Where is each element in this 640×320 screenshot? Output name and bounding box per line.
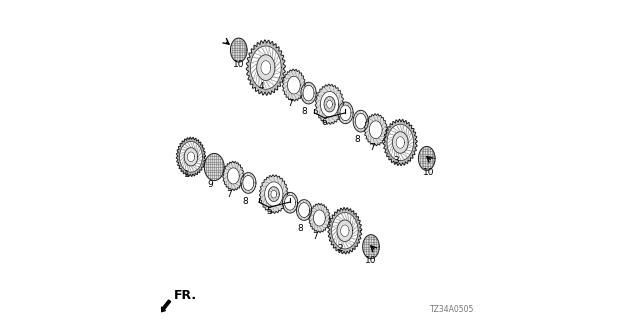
Polygon shape — [282, 69, 305, 101]
Polygon shape — [179, 141, 202, 172]
Polygon shape — [369, 121, 382, 139]
Polygon shape — [257, 55, 275, 80]
Polygon shape — [326, 100, 332, 108]
Polygon shape — [299, 203, 310, 218]
Text: 10: 10 — [365, 257, 377, 266]
Text: 4: 4 — [259, 82, 264, 91]
Polygon shape — [265, 182, 283, 206]
Text: 6: 6 — [321, 118, 327, 127]
Polygon shape — [301, 82, 316, 104]
Polygon shape — [353, 110, 369, 132]
Polygon shape — [328, 208, 362, 254]
Polygon shape — [261, 61, 271, 75]
Text: 10: 10 — [422, 168, 434, 177]
Text: 9: 9 — [207, 180, 213, 189]
Polygon shape — [419, 147, 435, 170]
Polygon shape — [268, 187, 279, 202]
Polygon shape — [285, 195, 296, 210]
Polygon shape — [230, 38, 247, 62]
Polygon shape — [396, 137, 404, 148]
Polygon shape — [287, 76, 300, 94]
Text: TZ34A0505: TZ34A0505 — [430, 305, 474, 314]
Polygon shape — [316, 84, 344, 124]
Text: 7: 7 — [369, 143, 375, 152]
Polygon shape — [308, 204, 330, 233]
Polygon shape — [184, 148, 198, 166]
Polygon shape — [387, 124, 413, 161]
Text: FR.: FR. — [173, 289, 196, 301]
Text: 7: 7 — [227, 189, 232, 199]
Polygon shape — [296, 200, 312, 220]
Polygon shape — [337, 220, 353, 242]
Text: 8: 8 — [298, 224, 303, 233]
Polygon shape — [246, 40, 285, 95]
Polygon shape — [340, 225, 349, 236]
Polygon shape — [332, 212, 358, 249]
Polygon shape — [250, 46, 281, 89]
Polygon shape — [314, 210, 325, 226]
Polygon shape — [188, 152, 195, 162]
Polygon shape — [227, 168, 239, 184]
Polygon shape — [241, 172, 256, 193]
Polygon shape — [364, 114, 387, 146]
Polygon shape — [338, 102, 353, 124]
Polygon shape — [271, 190, 276, 198]
Polygon shape — [243, 175, 254, 190]
Text: 7: 7 — [287, 99, 293, 108]
Polygon shape — [177, 137, 205, 176]
Text: 8: 8 — [302, 107, 308, 116]
Text: 8: 8 — [354, 135, 360, 144]
Polygon shape — [303, 85, 314, 101]
Text: 5: 5 — [266, 207, 272, 216]
Polygon shape — [392, 132, 408, 153]
Polygon shape — [259, 175, 288, 213]
Text: 3: 3 — [394, 156, 399, 165]
Polygon shape — [223, 161, 244, 190]
Polygon shape — [383, 119, 417, 166]
Polygon shape — [324, 97, 335, 112]
Text: 10: 10 — [233, 60, 244, 69]
Polygon shape — [340, 105, 351, 121]
Polygon shape — [282, 192, 298, 213]
Polygon shape — [355, 113, 366, 129]
Polygon shape — [321, 92, 339, 117]
Text: 7: 7 — [313, 232, 319, 241]
Polygon shape — [363, 235, 380, 259]
FancyArrow shape — [161, 300, 171, 312]
Text: 2: 2 — [337, 244, 343, 253]
Text: 8: 8 — [242, 197, 248, 206]
Polygon shape — [204, 154, 224, 180]
Text: 1: 1 — [184, 171, 189, 180]
